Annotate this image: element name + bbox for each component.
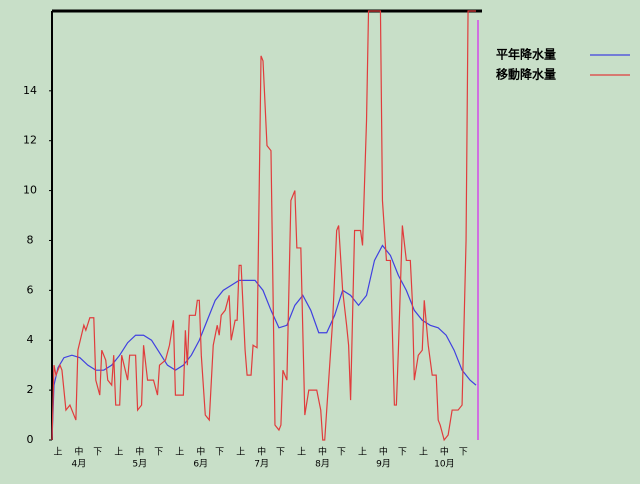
x-month-label: 8月 xyxy=(315,459,330,470)
x-period-label: 中 xyxy=(74,446,83,458)
x-month-label: 7月 xyxy=(254,459,269,470)
x-period-label: 上 xyxy=(358,447,367,458)
y-tick-label: 0 xyxy=(27,433,34,446)
x-period-label: 中 xyxy=(196,446,205,458)
y-tick-label: 6 xyxy=(27,283,34,296)
x-period-label: 下 xyxy=(154,448,163,458)
x-month-label: 5月 xyxy=(132,459,147,470)
data-line xyxy=(51,10,477,442)
x-period-label: 上 xyxy=(297,447,306,458)
data-line xyxy=(51,244,477,441)
y-tick-label: 10 xyxy=(23,184,37,197)
y-tick-label: 2 xyxy=(27,383,34,396)
x-period-label: 下 xyxy=(337,448,346,458)
y-tick-label: 12 xyxy=(23,134,37,147)
y-tick-label: 14 xyxy=(23,84,37,97)
y-tick-label: 4 xyxy=(27,333,34,346)
x-period-label: 中 xyxy=(440,446,449,458)
legend-label: 移動降水量 xyxy=(496,67,556,82)
x-period-label: 下 xyxy=(215,448,224,458)
x-period-label: 上 xyxy=(114,447,123,458)
x-period-label: 上 xyxy=(53,447,62,458)
x-period-label: 中 xyxy=(257,446,266,458)
x-period-label: 上 xyxy=(419,447,428,458)
x-period-label: 中 xyxy=(379,446,388,458)
x-month-label: 10月 xyxy=(434,459,454,470)
x-period-label: 中 xyxy=(318,446,327,458)
x-period-label: 下 xyxy=(276,448,285,458)
x-period-label: 下 xyxy=(93,448,102,458)
x-month-label: 9月 xyxy=(376,459,391,470)
x-month-label: 6月 xyxy=(193,459,208,470)
x-period-label: 上 xyxy=(236,447,245,458)
x-period-label: 下 xyxy=(459,448,468,458)
x-period-label: 中 xyxy=(135,446,144,458)
x-period-label: 上 xyxy=(175,447,184,458)
x-month-label: 4月 xyxy=(72,459,87,470)
legend-label: 平年降水量 xyxy=(496,47,556,62)
y-tick-label: 8 xyxy=(27,233,34,246)
x-period-label: 下 xyxy=(398,448,407,458)
